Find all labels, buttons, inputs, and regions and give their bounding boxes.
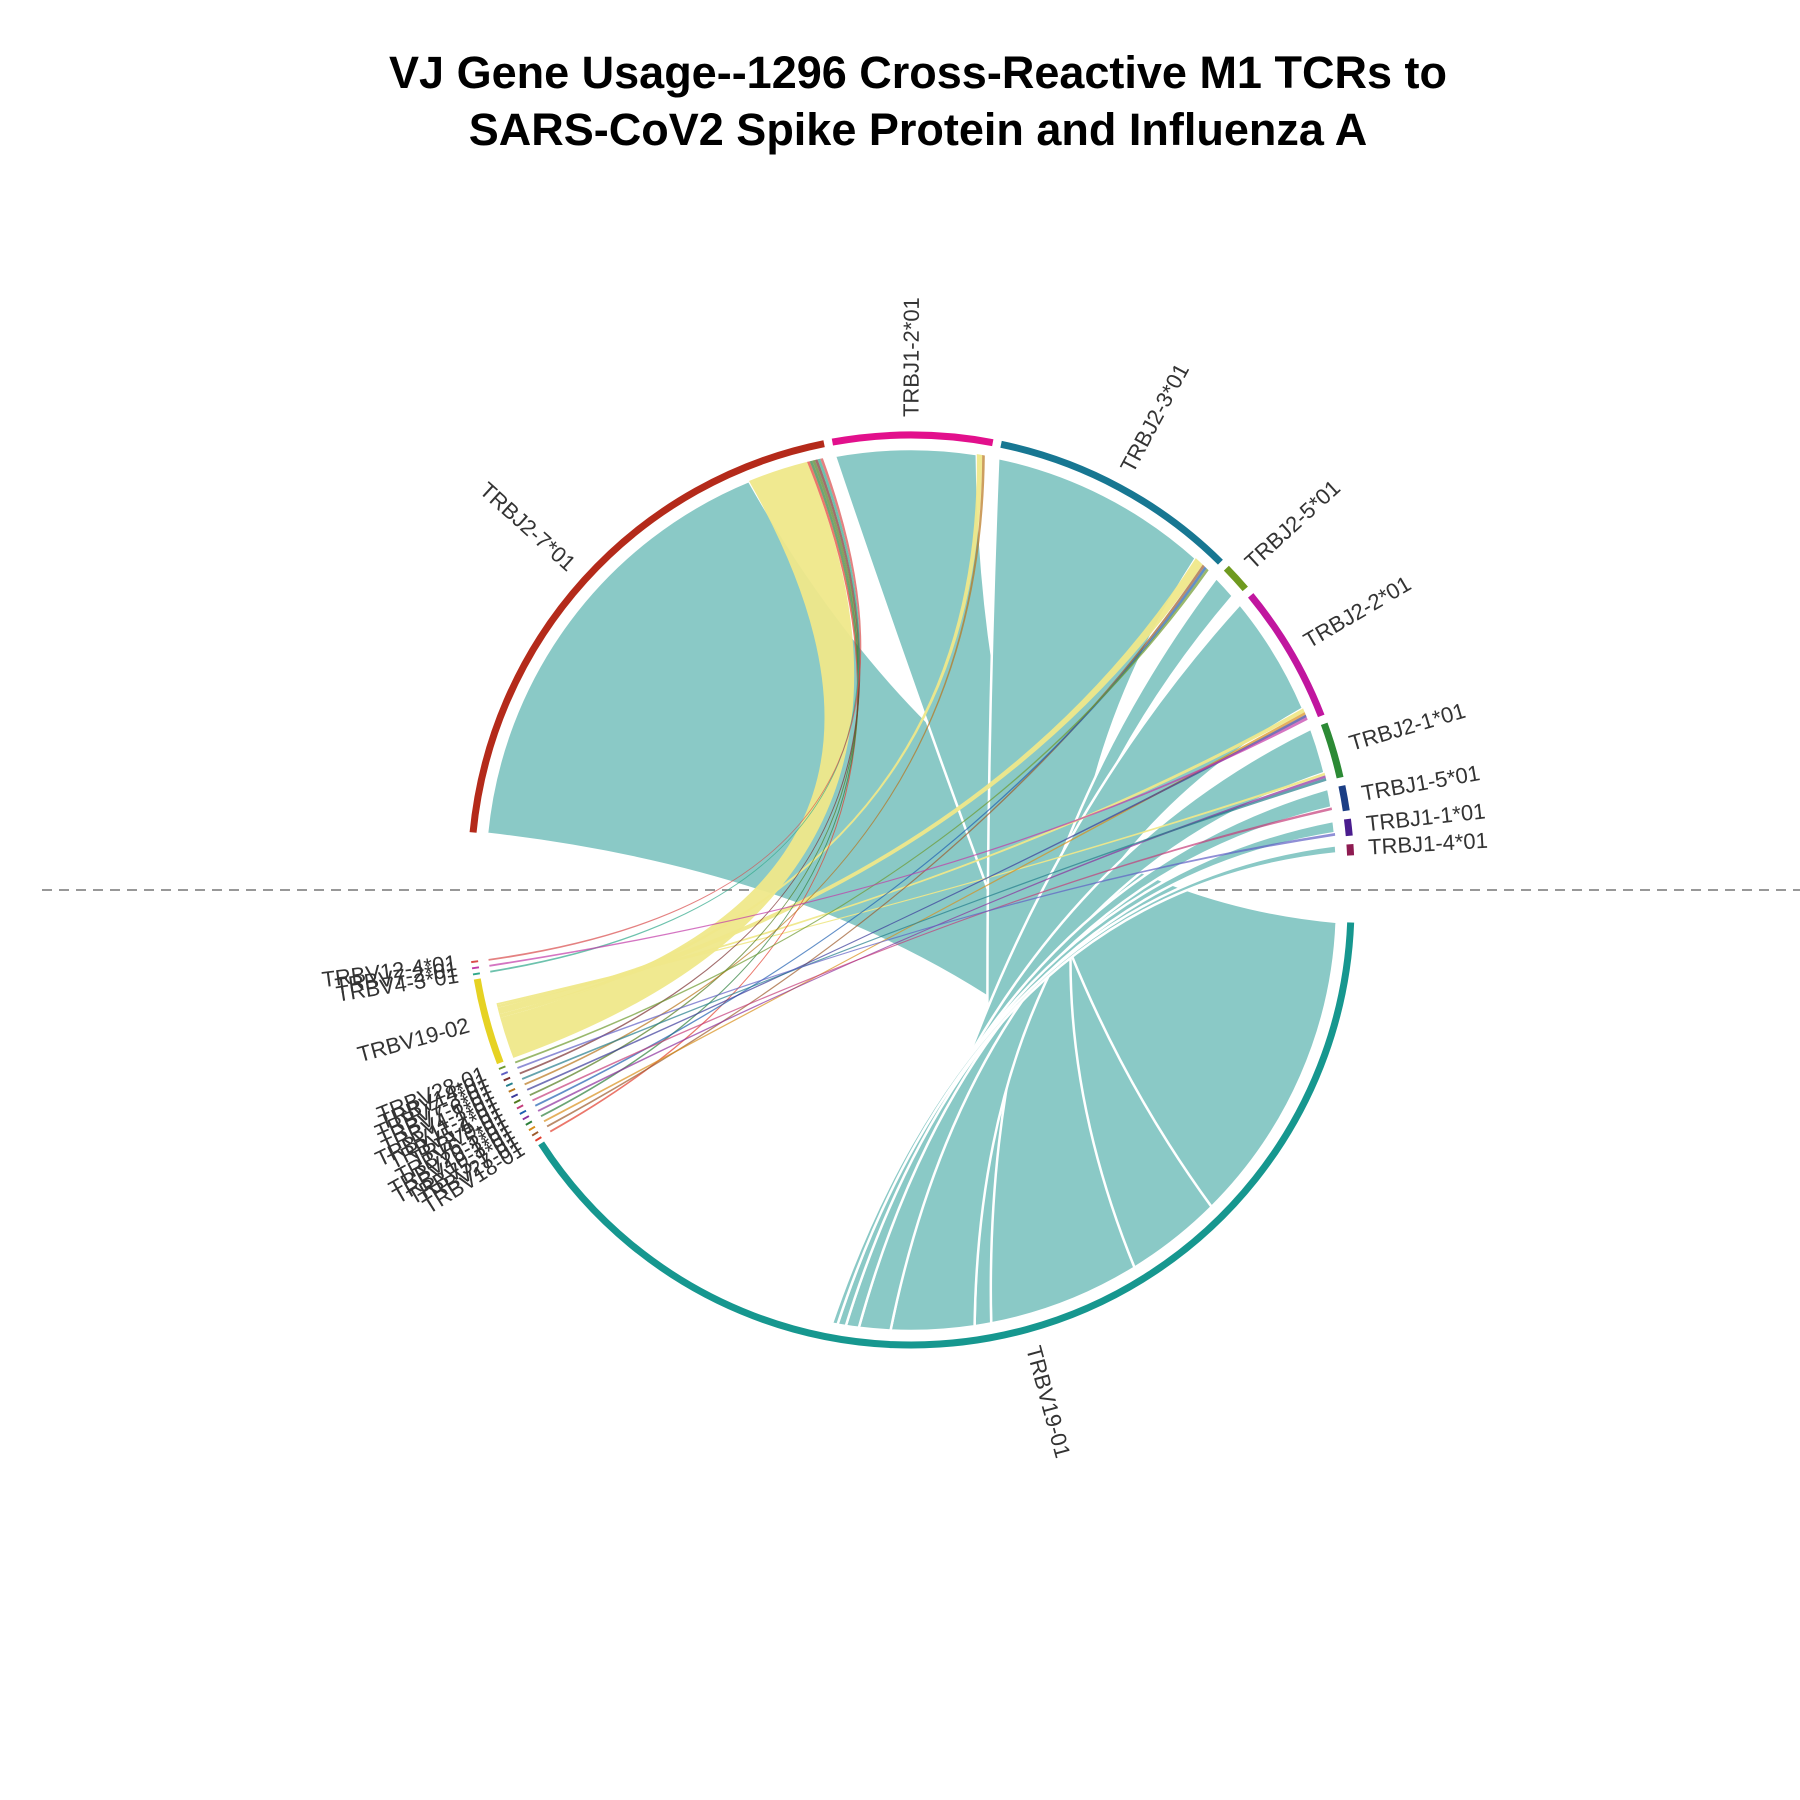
sector-track-trbv19-01: [538, 922, 1355, 1349]
chord-link-trbv5-1-01-to-trbj2-2-01: [543, 712, 1306, 1123]
sector-track-trbj1-1-01: [1343, 818, 1353, 837]
sector-label-trbj2-5-01: TRBJ2-5*01: [1240, 475, 1345, 574]
sector-label-trbj2-1-01: TRBJ2-1*01: [1346, 698, 1468, 756]
sector-track-trbv5-4-01: [513, 1098, 521, 1104]
sector-track-trbv9-01: [516, 1104, 524, 1110]
chord-link-trbv19-02-to-trbj2-7-01: [500, 461, 855, 1058]
sector-tracks: [469, 431, 1355, 1349]
sector-track-trbj2-7-01: [469, 440, 825, 833]
sector-label-trbj1-2-01: TRBJ1-2*01: [898, 297, 923, 417]
sector-track-trbv28-01: [498, 1065, 506, 1070]
sector-track-trbj2-5-01: [1223, 565, 1248, 592]
sector-track-trbv11-2-01: [510, 1093, 519, 1099]
sector-track-trbj1-2-01: [831, 431, 994, 447]
sector-track-trbv10-3-01: [525, 1120, 533, 1126]
chart-title: VJ Gene Usage--1296 Cross-Reactive M1 TC…: [389, 47, 1447, 155]
sector-label-trbj2-3-01: TRBJ2-3*01: [1115, 359, 1194, 476]
sector-track-trbv7-6-01: [505, 1082, 513, 1088]
sector-track-trbj1-4-01: [1346, 843, 1355, 856]
sector-track-trbv18-01: [534, 1136, 542, 1142]
sector-track-trbv14-01: [500, 1071, 509, 1076]
sector-label-trbj2-2-01: TRBJ2-2*01: [1299, 571, 1415, 653]
sector-track-trbv19-02: [473, 978, 504, 1065]
sector-track-trbv6-5-01: [519, 1109, 527, 1115]
chord-link-trbv19-01-to-trbj1-4-01: [830, 843, 1338, 1327]
chord-links: [485, 447, 1338, 1333]
sector-label-trbv19-01: TRBV19-01: [1021, 1343, 1075, 1460]
sector-track-trbv20-1-01: [522, 1115, 530, 1121]
sector-label-trbj1-5-01: TRBJ1-5*01: [1360, 760, 1482, 806]
sector-label-trbj2-7-01: TRBJ2-7*01: [475, 477, 581, 576]
sector-track-trbv27-01: [531, 1131, 539, 1137]
sector-track-trbv7-3-01: [503, 1076, 511, 1082]
sector-track-trbj1-5-01: [1338, 785, 1350, 812]
sector-track-trbj2-1-01: [1320, 722, 1344, 779]
sector-label-trbv19-02: TRBV19-02: [355, 1013, 472, 1068]
sector-track-trbj2-3-01: [1000, 440, 1223, 565]
sector-track-trbv4-1-01: [508, 1087, 516, 1093]
sector-track-trbv5-1-01: [528, 1125, 536, 1132]
sector-track-trbj2-2-01: [1248, 593, 1325, 718]
